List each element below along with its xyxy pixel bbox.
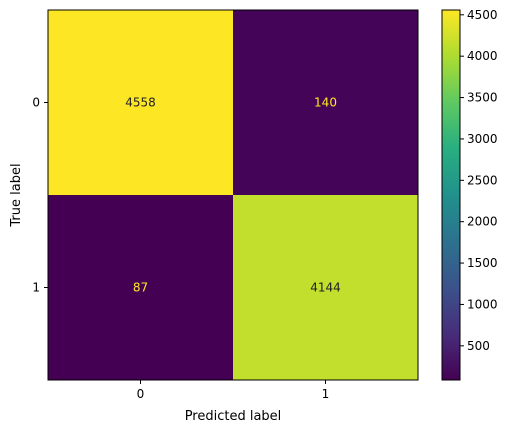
colorbar-tick-label: 4000 — [467, 49, 498, 63]
y-tick-label: 1 — [32, 281, 40, 295]
cell-value-label: 4144 — [310, 281, 341, 295]
heatmap-cell — [48, 195, 233, 380]
colorbar-tick-label: 2500 — [467, 173, 498, 187]
heatmap-cell — [233, 195, 418, 380]
x-tick-label: 1 — [322, 387, 330, 401]
cell-value-label: 87 — [133, 281, 148, 295]
colorbar-tick-label: 2000 — [467, 215, 498, 229]
colorbar-tick-label: 4500 — [467, 8, 498, 22]
colorbar-tick-label: 1500 — [467, 256, 498, 270]
heatmap-cell — [233, 10, 418, 195]
plot-frame — [47, 9, 419, 381]
x-tick-label: 0 — [137, 387, 145, 401]
cell-value-label: 140 — [314, 96, 337, 110]
y-axis-label: True label — [9, 163, 24, 227]
colorbar-tick-label: 1000 — [467, 297, 498, 311]
colorbar-tick-label: 500 — [467, 339, 490, 353]
cell-value-label: 4558 — [125, 96, 156, 110]
colorbar-tick-label: 3500 — [467, 91, 498, 105]
colorbar — [441, 9, 461, 381]
y-axis-ticks: 01 — [32, 96, 48, 295]
colorbar-tick-label: 3000 — [467, 132, 498, 146]
colorbar-ticks: 500 1000 1500 2000 2500 3000 3500 4000 4500 — [460, 8, 498, 353]
x-axis-label: Predicted label — [185, 409, 282, 424]
heatmap-cells: 4558 140 87 4144 — [48, 10, 418, 380]
y-tick-label: 0 — [32, 96, 40, 110]
heatmap-cell — [48, 10, 233, 195]
